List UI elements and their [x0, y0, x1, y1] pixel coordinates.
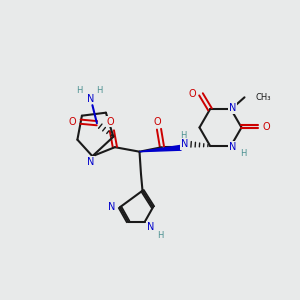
Text: N: N [229, 103, 236, 113]
Text: O: O [262, 122, 270, 133]
Text: O: O [68, 117, 76, 127]
Text: N: N [87, 157, 94, 167]
Text: N: N [181, 139, 188, 149]
Text: H: H [240, 149, 247, 158]
Text: O: O [189, 89, 196, 99]
Text: H: H [96, 86, 102, 95]
Text: N: N [229, 142, 236, 152]
Text: H: H [76, 86, 82, 95]
Polygon shape [140, 146, 181, 152]
Text: O: O [154, 117, 161, 127]
Text: O: O [106, 117, 114, 127]
Text: CH₃: CH₃ [256, 93, 272, 102]
Text: N: N [108, 202, 115, 212]
Text: N: N [87, 94, 94, 103]
Text: N: N [147, 222, 154, 232]
Text: H: H [157, 231, 164, 240]
Text: H: H [180, 131, 186, 140]
